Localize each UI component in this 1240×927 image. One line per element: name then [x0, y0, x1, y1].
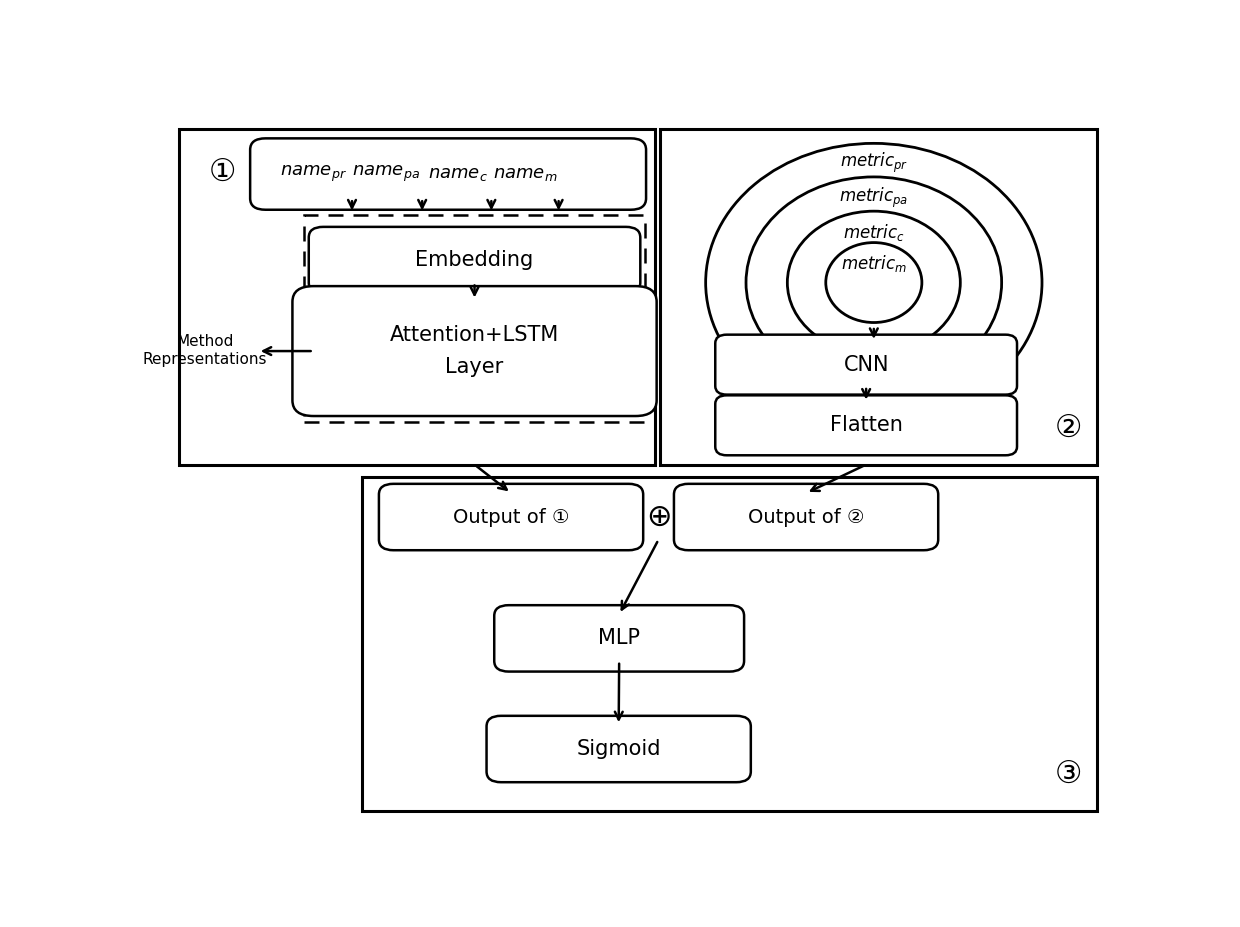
FancyBboxPatch shape: [309, 227, 640, 293]
FancyBboxPatch shape: [486, 716, 751, 782]
Bar: [660, 129, 1096, 464]
Text: MLP: MLP: [598, 629, 640, 648]
FancyBboxPatch shape: [250, 138, 646, 210]
Text: $\mathit{name}_{pa}$: $\mathit{name}_{pa}$: [352, 164, 419, 184]
Text: Method
Representations: Method Representations: [143, 334, 268, 366]
FancyBboxPatch shape: [293, 286, 657, 416]
Text: Embedding: Embedding: [415, 250, 533, 270]
FancyBboxPatch shape: [495, 605, 744, 671]
Text: Output of ①: Output of ①: [453, 507, 569, 527]
Text: ②: ②: [1054, 414, 1081, 443]
Text: $\mathit{name}_{m}$: $\mathit{name}_{m}$: [492, 165, 557, 183]
Text: Attention+LSTM: Attention+LSTM: [389, 325, 559, 346]
FancyBboxPatch shape: [379, 484, 644, 551]
Text: $\mathit{name}_{pr}$: $\mathit{name}_{pr}$: [280, 164, 347, 184]
Text: Output of ②: Output of ②: [748, 507, 864, 527]
Text: ①: ①: [208, 158, 236, 186]
Text: $\mathit{name}_{c}$: $\mathit{name}_{c}$: [428, 165, 487, 183]
Bar: [304, 215, 645, 422]
FancyBboxPatch shape: [675, 484, 939, 551]
Text: $\mathit{metric}_{c}$: $\mathit{metric}_{c}$: [843, 222, 905, 243]
Text: Flatten: Flatten: [830, 415, 903, 436]
Text: Sigmoid: Sigmoid: [577, 739, 661, 759]
Text: CNN: CNN: [843, 355, 889, 375]
Text: $\mathit{metric}_{pa}$: $\mathit{metric}_{pa}$: [839, 186, 909, 210]
Text: $\mathit{metric}_{m}$: $\mathit{metric}_{m}$: [841, 253, 906, 274]
Text: Layer: Layer: [445, 357, 503, 376]
FancyBboxPatch shape: [715, 395, 1017, 455]
FancyBboxPatch shape: [715, 335, 1017, 395]
Bar: [362, 476, 1096, 811]
Text: $\mathit{metric}_{pr}$: $\mathit{metric}_{pr}$: [839, 150, 908, 174]
Text: ③: ③: [1054, 760, 1081, 790]
Text: ⊕: ⊕: [646, 502, 671, 531]
Bar: [179, 129, 655, 464]
